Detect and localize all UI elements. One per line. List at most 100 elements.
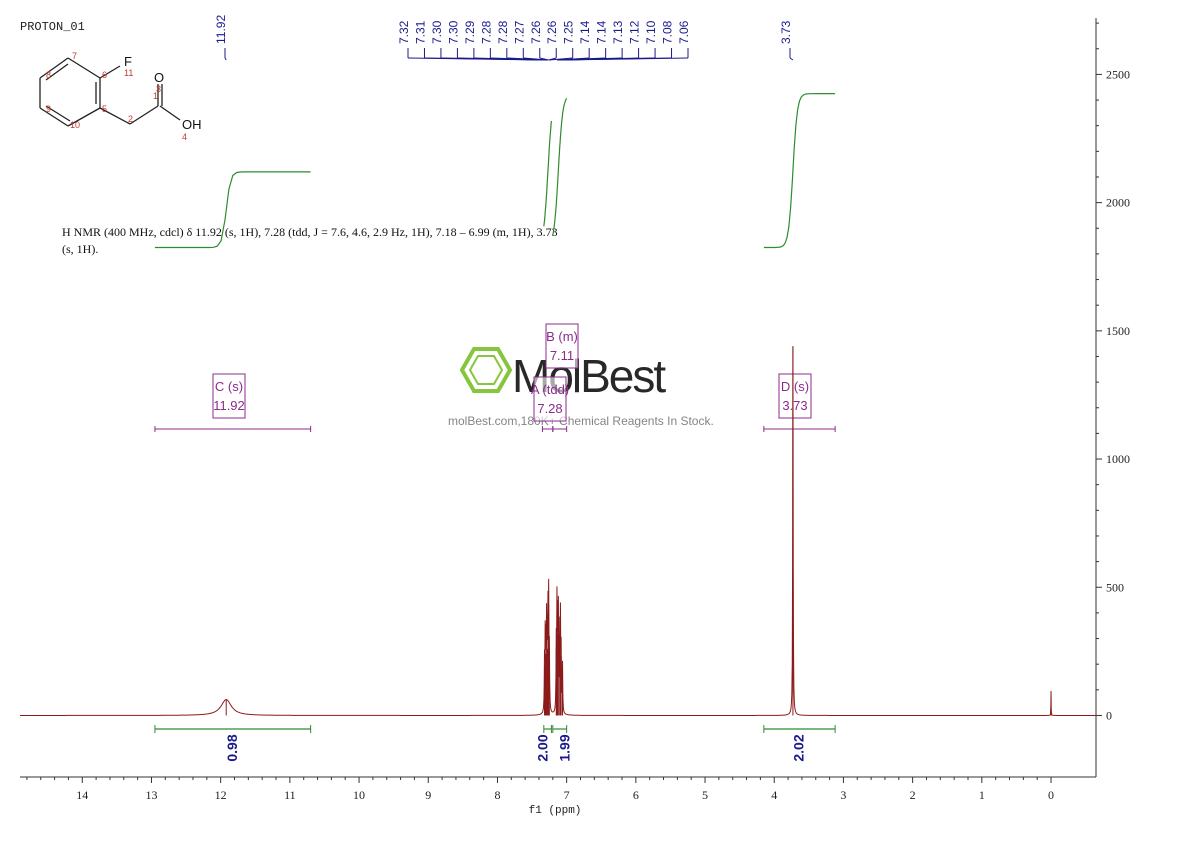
peak-label: 7.10 [644,20,658,44]
peak-label-leader [789,57,794,61]
molecule-structure [39,57,181,127]
multiplet-label: A (tdd) [531,382,569,397]
bond [67,107,101,127]
integral-curve [552,98,568,236]
multiplet-box [545,323,579,369]
atom-number: 1 [153,91,158,101]
integral-curve [763,93,836,249]
atom-number: 8 [46,70,51,80]
y-tick-label: 2000 [1106,196,1130,210]
atom-label: OH [182,117,202,132]
x-tick-label: 7 [564,788,570,802]
atom-number: 5 [102,104,107,114]
peak-label: 7.30 [446,20,460,44]
integral-value: 2.02 [790,734,806,761]
bond [39,57,69,79]
multiplet-shift: 7.28 [537,401,562,416]
bond [99,65,121,79]
x-tick-label: 11 [284,788,296,802]
integrals: 0.98 2.00 1.99 2.02 [154,93,836,762]
multiplet-shift: 11.92 [213,398,245,413]
atom-number: 9 [46,104,51,114]
x-axis-label: f1 (ppm) [529,805,582,817]
molecule-labels: F O OH 1 2 3 4 5 6 7 8 9 10 11 [46,51,202,142]
peak-label-leader [539,57,549,61]
atom-number: 10 [70,120,80,130]
peak-label: 7.08 [661,20,675,44]
y-tick-label: 1000 [1106,452,1130,466]
x-tick-label: 0 [1048,788,1054,802]
bond [99,107,131,125]
x-tick-label: 6 [633,788,639,802]
hexagon-logo-icon [459,347,513,393]
peak-label-leader [549,57,573,61]
peak-label: 7.26 [529,20,543,44]
integral-value: 2.00 [535,734,551,761]
multiplet-box [533,376,567,422]
watermark-tagline: molBest.com,180K+ Chemical Reagents In S… [448,414,714,428]
multiplet-shift: 7.11 [550,348,574,363]
x-tick-label: 5 [702,788,708,802]
watermark: MolBest molBest.com,180K+ Chemical Reage… [448,347,714,428]
spectrum [20,346,1096,716]
peak-label: 7.13 [611,20,625,44]
experiment-label: PROTON_01 [20,20,85,34]
atom-number: 3 [156,84,161,94]
peak-label: 7.27 [512,20,526,44]
peak-label: 7.06 [677,20,691,44]
x-tick-label: 14 [76,788,88,802]
x-tick-label: 4 [771,788,777,802]
x-tick-label: 3 [840,788,846,802]
peak-label: 7.30 [430,20,444,44]
integral-curve [543,120,552,227]
bond [67,57,101,79]
peak-label: 3.73 [779,20,793,44]
bond [39,107,69,127]
x-tick-label: 12 [215,788,227,802]
multiplet-annotations: C (s) 11.92 B (m) 7.11 A (tdd) 7.28 D (s) 3.73 [154,323,836,432]
peak-label: 7.28 [479,20,493,44]
bond [45,63,69,81]
x-tick-label: 8 [494,788,500,802]
atom-number: 2 [128,114,133,124]
atom-number: 7 [72,51,77,61]
atom-number: 6 [102,70,107,80]
multiplet-box [778,373,812,419]
peak-label: 11.92 [214,15,228,44]
peak-label: 7.14 [595,20,609,44]
nmr-description-line-1: H NMR (400 MHz, cdcl) δ 11.92 (s, 1H), 7… [62,225,558,239]
peak-label: 7.12 [628,20,642,44]
hexagon-logo-inner [468,355,504,385]
bond [129,105,159,125]
x-tick-label: 13 [145,788,157,802]
peak-label: 7.25 [562,20,576,44]
atom-number: 11 [124,68,133,78]
peak-label: 7.14 [578,20,592,44]
y-tick-label: 500 [1106,580,1124,594]
multiplet-box [212,373,246,419]
peak-label: 7.31 [413,20,427,44]
x-tick-label: 2 [910,788,916,802]
atom-label: O [154,70,164,85]
multiplet-label: B (m) [546,329,578,344]
integral-value: 1.99 [557,734,573,761]
atom-number: 4 [182,132,187,142]
x-tick-label: 10 [353,788,365,802]
y-tick-label: 1500 [1106,324,1130,338]
multiplet-label: D (s) [781,379,809,394]
bond [45,105,71,122]
peak-labels: 11.92 7.32 7.31 7.30 7.30 7.29 7.28 7.28 7.27 7.2… [214,15,794,61]
peak-label: 7.29 [463,20,477,44]
nmr-description-line-2: (s, 1H). [62,242,98,256]
y-tick-label: 0 [1106,708,1112,722]
peak-label: 7.32 [397,20,411,44]
integral-curve [154,171,311,249]
bond [159,105,181,121]
peak-label: 7.26 [545,20,559,44]
y-tick-label: 2500 [1106,67,1130,81]
x-tick-label: 9 [425,788,431,802]
atom-label: F [124,54,132,69]
